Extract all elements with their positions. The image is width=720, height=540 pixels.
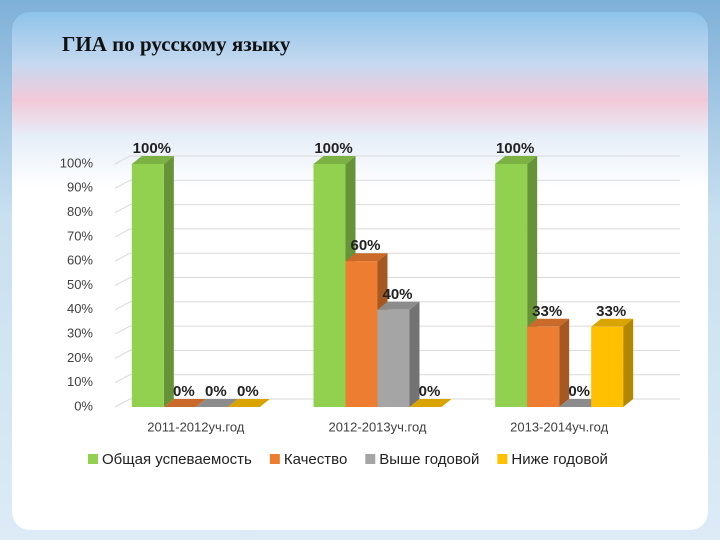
bar-top [495,156,538,164]
legend-label: Выше годовой [379,451,479,468]
y-tick-label: 10% [67,374,93,389]
grid-line-depth [114,325,131,335]
grid-line-depth [114,301,131,311]
value-label: 0% [173,383,195,400]
legend-swatch [269,454,280,464]
grid-line-depth [114,252,131,262]
legend-label: Общая успеваемость [102,451,252,468]
value-label: 40% [382,286,412,303]
legend-swatch [497,454,508,464]
y-tick-label: 100% [60,155,94,170]
bar-top [559,399,602,407]
value-label: 100% [496,140,534,157]
value-label: 100% [314,140,352,157]
bar-top [131,156,174,164]
value-label: 0% [419,383,441,400]
bar-side [409,301,420,407]
x-tick-label: 2011-2012уч.год [147,419,244,434]
value-label: 33% [532,303,562,320]
bar [591,326,624,407]
bar [345,261,378,407]
bar-top [409,399,452,407]
y-tick-label: 70% [67,228,93,243]
legend-swatch [88,454,98,464]
y-tick-label: 60% [67,253,93,268]
grid-line-depth [114,204,131,214]
y-tick-label: 40% [67,301,93,316]
bar-top [227,399,270,407]
chart-title: ГИА по русскому языку [62,32,291,56]
grid-line-depth [114,349,131,359]
bar [377,309,410,407]
bar-top [591,318,634,327]
bar [131,164,164,407]
grid-line-depth [114,228,131,238]
bar [313,164,346,407]
bar-top [313,156,356,164]
grid-line-depth [114,374,131,384]
bar-top [345,253,388,262]
legend-label: Ниже годовой [511,451,608,468]
x-tick-label: 2013-2014уч.год [510,419,608,434]
value-label: 0% [568,383,590,400]
value-label: 100% [133,140,171,157]
grid-line-depth [114,179,131,189]
bar [527,326,560,407]
legend-swatch [365,454,376,464]
value-label: 60% [350,237,380,254]
value-label: 33% [596,303,626,320]
bar-top [195,399,238,407]
grid-line-depth [114,398,131,408]
y-tick-label: 80% [67,204,93,219]
y-tick-label: 20% [67,350,93,365]
legend-label: Качество [284,451,347,468]
bar-side [163,156,174,407]
y-tick-label: 50% [67,277,93,292]
value-label: 0% [205,383,227,400]
grid-line-depth [114,155,131,165]
value-label: 0% [237,383,259,400]
y-tick-label: 30% [67,326,93,341]
x-tick-label: 2012-2013уч.год [328,419,426,434]
bar-top [377,301,420,310]
y-tick-label: 90% [67,180,93,195]
bar-top [527,318,570,327]
grid-line-depth [114,277,131,286]
bar-top [163,399,206,407]
bar-side [559,318,570,407]
bar [495,164,528,407]
bar-side [623,318,634,407]
y-tick-label: 0% [74,398,93,413]
